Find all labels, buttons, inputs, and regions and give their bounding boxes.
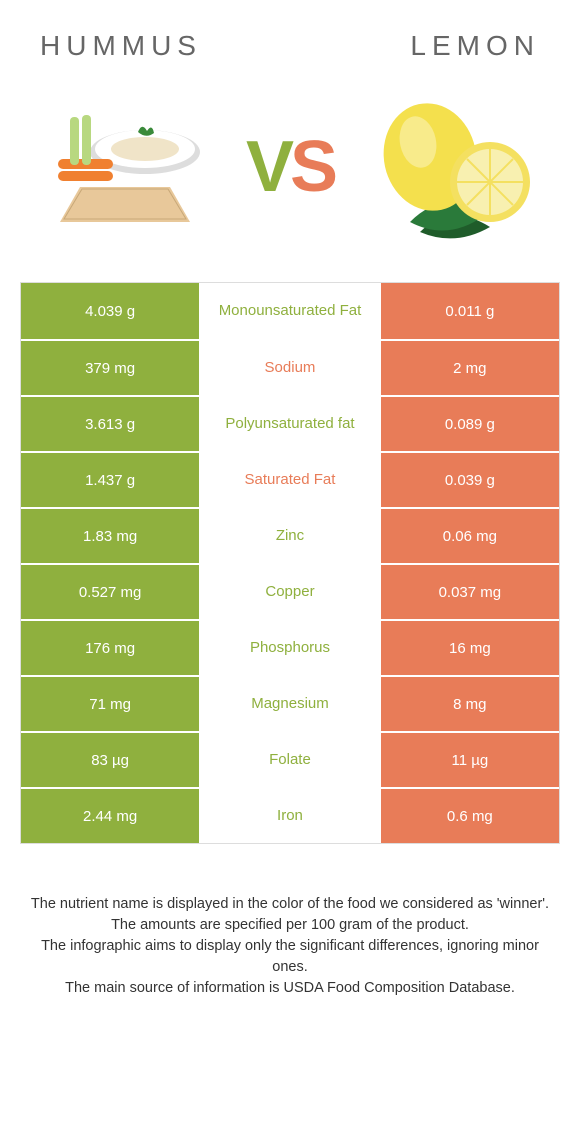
right-value: 0.06 mg bbox=[379, 509, 559, 563]
left-value: 0.527 mg bbox=[21, 565, 201, 619]
left-value: 1.83 mg bbox=[21, 509, 201, 563]
left-value: 71 mg bbox=[21, 677, 201, 731]
right-value: 0.037 mg bbox=[379, 565, 559, 619]
nutrient-name: Magnesium bbox=[201, 677, 379, 731]
nutrient-name: Copper bbox=[201, 565, 379, 619]
vs-s: S bbox=[290, 127, 334, 207]
nutrient-name: Monounsaturated Fat bbox=[201, 283, 379, 339]
lemon-image bbox=[360, 87, 540, 247]
hero-row: VS bbox=[10, 82, 570, 282]
right-value: 0.039 g bbox=[379, 453, 559, 507]
table-row: 1.437 gSaturated Fat0.039 g bbox=[21, 451, 559, 507]
nutrient-name: Phosphorus bbox=[201, 621, 379, 675]
left-value: 379 mg bbox=[21, 341, 201, 395]
right-value: 16 mg bbox=[379, 621, 559, 675]
vs-v: V bbox=[246, 127, 290, 207]
footer-line-1: The nutrient name is displayed in the co… bbox=[30, 894, 550, 915]
right-value: 2 mg bbox=[379, 341, 559, 395]
left-value: 3.613 g bbox=[21, 397, 201, 451]
left-value: 1.437 g bbox=[21, 453, 201, 507]
table-row: 176 mgPhosphorus16 mg bbox=[21, 619, 559, 675]
title-row: HUMMUS LEMON bbox=[10, 20, 570, 82]
footer-line-3: The infographic aims to display only the… bbox=[30, 936, 550, 978]
table-row: 3.613 gPolyunsaturated fat0.089 g bbox=[21, 395, 559, 451]
table-row: 2.44 mgIron0.6 mg bbox=[21, 787, 559, 843]
table-row: 1.83 mgZinc0.06 mg bbox=[21, 507, 559, 563]
lemon-icon bbox=[360, 87, 540, 247]
left-food-title: HUMMUS bbox=[40, 30, 202, 62]
nutrient-name: Polyunsaturated fat bbox=[201, 397, 379, 451]
table-row: 4.039 gMonounsaturated Fat0.011 g bbox=[21, 283, 559, 339]
footer-notes: The nutrient name is displayed in the co… bbox=[10, 844, 570, 999]
right-value: 8 mg bbox=[379, 677, 559, 731]
nutrient-name: Folate bbox=[201, 733, 379, 787]
right-value: 0.6 mg bbox=[379, 789, 559, 843]
nutrient-name: Sodium bbox=[201, 341, 379, 395]
right-value: 0.089 g bbox=[379, 397, 559, 451]
table-row: 379 mgSodium2 mg bbox=[21, 339, 559, 395]
right-value: 0.011 g bbox=[379, 283, 559, 339]
page: HUMMUS LEMON VS bbox=[0, 0, 580, 999]
right-food-title: LEMON bbox=[410, 30, 540, 62]
left-value: 2.44 mg bbox=[21, 789, 201, 843]
nutrient-name: Saturated Fat bbox=[201, 453, 379, 507]
hummus-image bbox=[40, 87, 220, 247]
table-row: 0.527 mgCopper0.037 mg bbox=[21, 563, 559, 619]
table-row: 71 mgMagnesium8 mg bbox=[21, 675, 559, 731]
nutrient-name: Zinc bbox=[201, 509, 379, 563]
left-value: 176 mg bbox=[21, 621, 201, 675]
right-value: 11 µg bbox=[379, 733, 559, 787]
table-row: 83 µgFolate11 µg bbox=[21, 731, 559, 787]
footer-line-2: The amounts are specified per 100 gram o… bbox=[30, 915, 550, 936]
left-value: 83 µg bbox=[21, 733, 201, 787]
nutrient-name: Iron bbox=[201, 789, 379, 843]
hummus-icon bbox=[40, 87, 220, 247]
vs-label: VS bbox=[246, 126, 334, 208]
comparison-table: 4.039 gMonounsaturated Fat0.011 g379 mgS… bbox=[20, 282, 560, 844]
footer-line-4: The main source of information is USDA F… bbox=[30, 978, 550, 999]
left-value: 4.039 g bbox=[21, 283, 201, 339]
